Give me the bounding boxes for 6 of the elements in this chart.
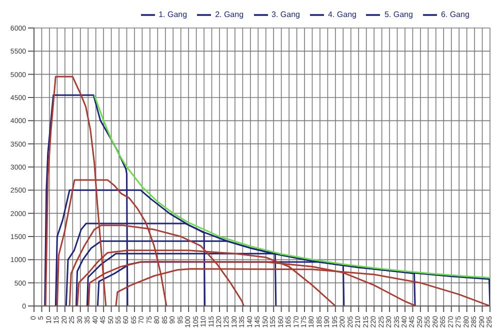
legend-label: 6. Gang [440, 10, 470, 20]
legend-label: 2. Gang [215, 10, 244, 20]
legend-label: 1. Gang [158, 10, 188, 20]
legend-label: 5. Gang [384, 10, 413, 20]
legend-label: 3. Gang [272, 10, 300, 20]
legend-label: 4. Gang [328, 10, 356, 20]
